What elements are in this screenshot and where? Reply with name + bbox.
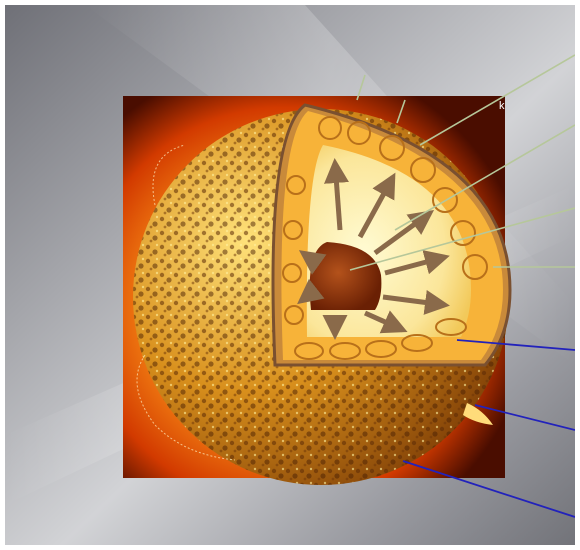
- convection-cell: [401, 334, 433, 352]
- exterior-pointers: [402, 339, 575, 518]
- convection-cell: [283, 220, 303, 240]
- convection-cell: [462, 254, 488, 280]
- core: [309, 242, 382, 310]
- radiation-arrow: [324, 158, 349, 231]
- convection-zone-pointer: [419, 54, 575, 146]
- chromosphere-pointer: [474, 404, 575, 431]
- radiation-arrows: [297, 158, 450, 340]
- radiation-arrow: [382, 290, 450, 315]
- convection-cell: [435, 318, 467, 336]
- convection-cell: [284, 305, 304, 325]
- radiation-arrow: [373, 210, 435, 256]
- radiation-arrow: [297, 278, 325, 305]
- photosphere-pointer: [456, 339, 575, 351]
- cutaway-wedge: [271, 103, 512, 367]
- stray-label: k: [499, 100, 505, 112]
- corona-pointer: [356, 74, 366, 101]
- slide: k: [5, 5, 575, 545]
- convection-cell: [318, 116, 342, 140]
- convection-cell: [286, 175, 306, 195]
- convection-cell: [365, 340, 397, 358]
- convection-cell: [450, 220, 476, 246]
- radiative-zone-pointer: [394, 124, 575, 231]
- convection-cells: [282, 116, 488, 360]
- radiation-arrow: [298, 250, 327, 275]
- radiation-arrow: [363, 310, 408, 334]
- corona-outer-pointer: [402, 460, 575, 518]
- convection-cell: [329, 342, 361, 360]
- convection-cell: [432, 187, 458, 213]
- core-pointer: [349, 207, 575, 271]
- convection-cell: [379, 135, 405, 161]
- chromosphere-rim: [136, 144, 236, 461]
- solar-prominence: [463, 403, 493, 425]
- convection-cell: [294, 342, 324, 360]
- convection-cell: [347, 121, 371, 145]
- interior-pointers: [349, 54, 575, 271]
- radiation-arrow: [357, 172, 396, 239]
- radiation-arrow: [384, 250, 450, 276]
- convection-cell: [410, 157, 436, 183]
- sun-photo: k: [123, 96, 512, 485]
- corona-pointer: [396, 99, 406, 124]
